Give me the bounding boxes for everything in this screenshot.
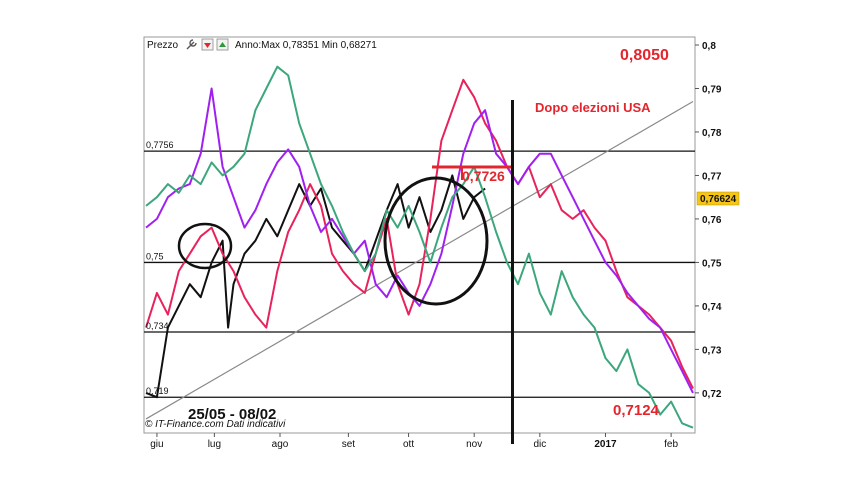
current-price-badge <box>696 191 740 206</box>
x-tick-label: feb <box>664 439 678 450</box>
series-layer <box>145 65 694 429</box>
y-tick-label: 0,75 <box>702 258 722 269</box>
header-stats: Anno:Max 0,78351 Min 0,68271 <box>235 40 377 51</box>
series-line-magenta <box>145 87 694 394</box>
trendline-layer <box>145 101 694 420</box>
level-lines <box>144 150 695 398</box>
y-tick-label: 0,79 <box>702 84 722 95</box>
annotation-circle-small <box>177 222 233 270</box>
level-label: 0,75 <box>146 251 164 261</box>
y-tick-label: 0,77 <box>702 171 722 182</box>
x-tick-label: giu <box>150 439 163 450</box>
y-tick-label: 0,78 <box>702 128 722 139</box>
mid-price-note: 0,7726 <box>462 168 505 184</box>
series-line-crimson <box>145 78 694 389</box>
arrow-up-icon[interactable] <box>216 38 229 51</box>
x-tick-label: lug <box>208 439 221 450</box>
x-tick-label: nov <box>466 439 482 450</box>
level-labels: 0,7756 0,75 0,734 0,719 <box>146 140 174 396</box>
x-tick-label: set <box>342 439 356 450</box>
wrench-icon[interactable] <box>186 39 197 50</box>
x-tick-label: ago <box>272 439 289 450</box>
top-price-note: 0,8050 <box>620 47 669 64</box>
copyright-note: © IT-Finance.com Dati indicativi <box>145 419 286 430</box>
y-tick-label: 0,74 <box>702 302 722 313</box>
header-label: Prezzo <box>147 40 179 51</box>
level-label: 0,719 <box>146 386 169 396</box>
level-label: 0,7756 <box>146 140 174 150</box>
arrow-down-icon[interactable] <box>201 38 214 51</box>
x-tick-label: dic <box>533 439 546 450</box>
x-tick-label: ott <box>403 439 414 450</box>
series-line-green <box>145 65 694 429</box>
y-tick-label: 0,73 <box>702 345 722 356</box>
annotation-circle-large <box>383 176 489 306</box>
x-tick-label: 2017 <box>594 439 617 450</box>
current-price-label: 0,76624 <box>700 194 737 205</box>
y-tick-label: 0,72 <box>702 389 722 400</box>
bottom-price-note: 0,7124 <box>613 402 660 419</box>
election-note: Dopo elezioni USA <box>535 100 651 115</box>
y-tick-label: 0,76 <box>702 215 722 226</box>
y-axis: 0,8 0,79 0,78 0,77 0,76 0,75 0,74 0,73 0,72 <box>695 41 722 400</box>
date-range-note: 25/05 - 08/02 <box>188 406 276 423</box>
trendline <box>145 101 694 420</box>
level-label: 0,734 <box>146 321 169 331</box>
x-axis: giu lug ago set ott nov dic 2017 feb <box>150 433 679 450</box>
y-tick-label: 0,8 <box>702 41 716 52</box>
